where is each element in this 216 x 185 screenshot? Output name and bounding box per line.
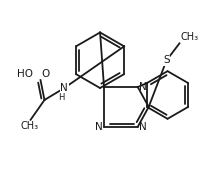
Text: CH₃: CH₃ <box>180 32 199 42</box>
Text: O: O <box>41 69 50 79</box>
Text: N: N <box>139 122 146 132</box>
Text: N: N <box>60 83 68 93</box>
Text: N: N <box>95 122 103 132</box>
Text: H: H <box>58 93 65 102</box>
Text: HO: HO <box>17 69 33 79</box>
Text: CH₃: CH₃ <box>21 121 39 131</box>
Text: N: N <box>139 82 146 92</box>
Text: S: S <box>163 55 170 65</box>
